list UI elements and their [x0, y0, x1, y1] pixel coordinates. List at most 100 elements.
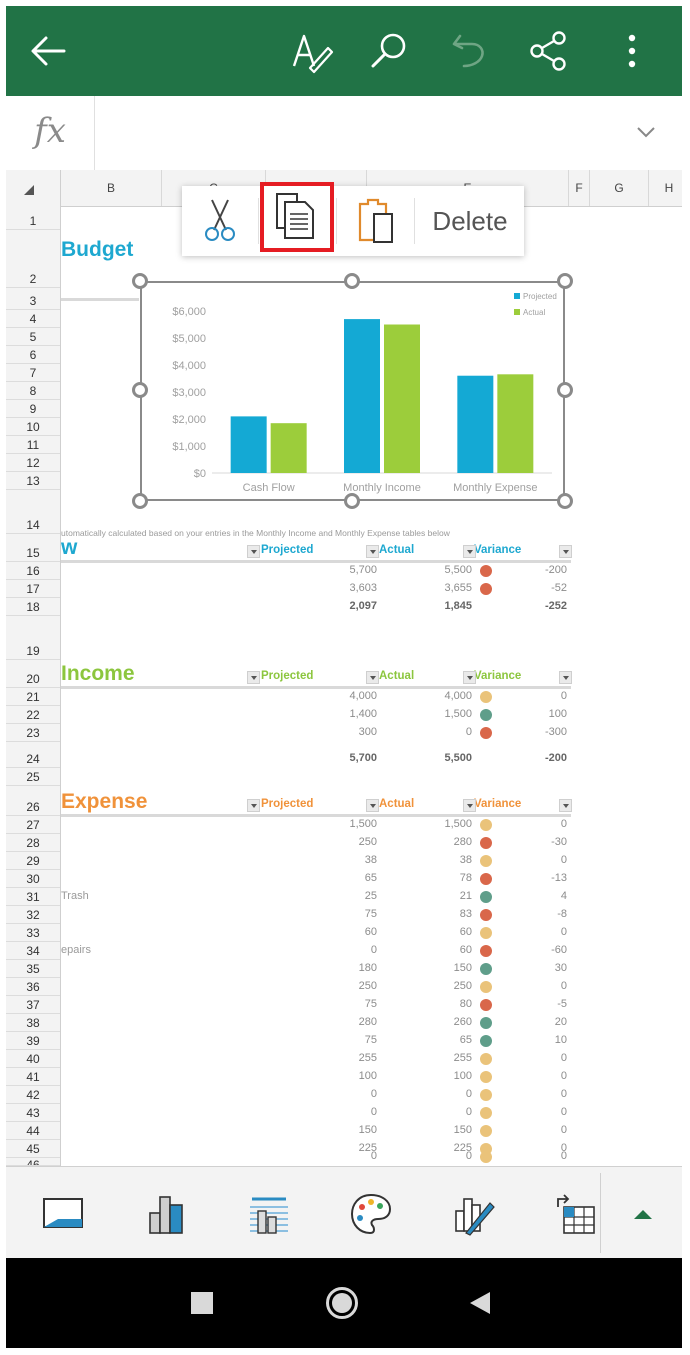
expense-variance-cell[interactable]: 10: [554, 1034, 567, 1046]
expand-up-icon[interactable]: [620, 1191, 666, 1237]
row-header-16[interactable]: 16: [6, 562, 60, 580]
resize-handle-top-left[interactable]: [132, 273, 148, 289]
expense-variance-cell[interactable]: -13: [551, 872, 567, 884]
row-header-26[interactable]: 26: [6, 786, 60, 816]
expense-projected-cell[interactable]: 0: [370, 944, 377, 956]
expense-actual-cell[interactable]: 60: [459, 926, 472, 938]
row-header-45[interactable]: 45: [6, 1140, 60, 1158]
column-h[interactable]: H: [649, 170, 682, 206]
paste-button[interactable]: [338, 186, 414, 256]
chart-elements-icon[interactable]: [246, 1191, 292, 1237]
income-variance-cell[interactable]: 100: [548, 708, 567, 720]
expense-projected-cell[interactable]: 60: [364, 926, 377, 938]
sheet-note[interactable]: utomatically calculated based on your en…: [61, 528, 450, 538]
row-header-8[interactable]: 8: [6, 382, 60, 400]
cashflow-col-projected[interactable]: Projected: [261, 544, 314, 556]
expense-actual-cell[interactable]: 38: [459, 854, 472, 866]
expense-actual-cell[interactable]: 1,500: [444, 818, 472, 830]
expense-actual-cell[interactable]: 260: [453, 1016, 472, 1028]
expense-variance-cell[interactable]: 20: [554, 1016, 567, 1028]
column-f[interactable]: F: [569, 170, 590, 206]
row-header-14[interactable]: 14: [6, 490, 60, 534]
expense-projected-cell[interactable]: 75: [364, 1034, 377, 1046]
expense-variance-cell[interactable]: 0: [560, 1150, 567, 1162]
chevron-down-icon[interactable]: [632, 118, 660, 146]
expense-actual-cell[interactable]: 60: [459, 944, 472, 956]
cashflow-variance-cell[interactable]: -52: [551, 582, 567, 594]
cashflow-col-actual[interactable]: Actual: [379, 544, 415, 556]
expense-projected-cell[interactable]: 75: [364, 998, 377, 1010]
income-actual-cell[interactable]: 1,500: [444, 708, 472, 720]
row-header-32[interactable]: 32: [6, 906, 60, 924]
delete-button[interactable]: Delete: [432, 206, 508, 236]
row-header-12[interactable]: 12: [6, 454, 60, 472]
expense-projected-cell[interactable]: 25: [364, 890, 377, 902]
expense-actual-cell[interactable]: 65: [459, 1034, 472, 1046]
draw-pen-icon[interactable]: [288, 28, 334, 74]
expense-projected-cell[interactable]: 255: [358, 1052, 377, 1064]
expense-projected-cell[interactable]: 150: [358, 1124, 377, 1136]
income-variance-cell[interactable]: -300: [544, 726, 567, 738]
cashflow-projected-cell[interactable]: 3,603: [349, 582, 377, 594]
expense-title[interactable]: Expense: [61, 790, 148, 813]
expense-projected-cell[interactable]: 280: [358, 1016, 377, 1028]
expense-projected-cell[interactable]: 75: [364, 908, 377, 920]
cashflow-actual-cell[interactable]: 5,500: [444, 564, 472, 576]
row-header-7[interactable]: 7: [6, 364, 60, 382]
expense-variance-cell[interactable]: 0: [560, 818, 567, 830]
row-header-4[interactable]: 4: [6, 310, 60, 328]
cashflow-filter-0[interactable]: [247, 545, 260, 558]
column-g[interactable]: G: [590, 170, 649, 206]
row-header-35[interactable]: 35: [6, 960, 60, 978]
expense-actual-cell[interactable]: 0: [465, 1106, 472, 1118]
chart-layout-icon[interactable]: [40, 1191, 86, 1237]
expense-variance-cell[interactable]: -60: [551, 944, 567, 956]
expense-variance-cell[interactable]: 30: [554, 962, 567, 974]
expense-projected-cell[interactable]: 65: [364, 872, 377, 884]
expense-filter-1[interactable]: [366, 799, 379, 812]
row-header-9[interactable]: 9: [6, 400, 60, 418]
expense-row-label[interactable]: Trash: [61, 890, 89, 902]
expense-variance-cell[interactable]: 0: [560, 854, 567, 866]
expense-actual-cell[interactable]: 0: [465, 1150, 472, 1162]
recents-icon[interactable]: [190, 1291, 214, 1315]
row-header-2[interactable]: 2: [6, 230, 60, 288]
cashflow-col-variance[interactable]: Variance: [474, 544, 522, 556]
resize-handle-left[interactable]: [132, 382, 148, 398]
cashflow-variance-cell[interactable]: -200: [544, 564, 567, 576]
row-header-1[interactable]: 1: [6, 206, 60, 230]
back-arrow-icon[interactable]: [26, 28, 72, 74]
row-header-42[interactable]: 42: [6, 1086, 60, 1104]
expense-actual-cell[interactable]: 150: [453, 962, 472, 974]
income-col-projected[interactable]: Projected: [261, 670, 314, 682]
chart[interactable]: $0 $1,000 $2,000 $3,000 $4,000 $5,000 $6,000 Ca…: [140, 281, 565, 501]
expense-projected-cell[interactable]: 0: [370, 1088, 377, 1100]
row-header-3[interactable]: 3: [6, 288, 60, 310]
income-col-variance[interactable]: Variance: [474, 670, 522, 682]
expense-variance-cell[interactable]: 0: [560, 980, 567, 992]
row-header-24[interactable]: 24: [6, 742, 60, 768]
expense-projected-cell[interactable]: 250: [358, 836, 377, 848]
row-header-28[interactable]: 28: [6, 834, 60, 852]
expense-col-actual[interactable]: Actual: [379, 798, 415, 810]
search-icon[interactable]: [366, 28, 412, 74]
row-header-44[interactable]: 44: [6, 1122, 60, 1140]
expense-projected-cell[interactable]: 250: [358, 980, 377, 992]
income-projected-cell[interactable]: 1,400: [349, 708, 377, 720]
income-actual-cell[interactable]: 5,500: [444, 752, 472, 764]
resize-handle-top[interactable]: [344, 273, 360, 289]
expense-filter-0[interactable]: [247, 799, 260, 812]
income-col-actual[interactable]: Actual: [379, 670, 415, 682]
row-header-15[interactable]: 15: [6, 534, 60, 562]
expense-variance-cell[interactable]: -5: [557, 998, 567, 1010]
row-header-40[interactable]: 40: [6, 1050, 60, 1068]
resize-handle-right[interactable]: [557, 382, 573, 398]
row-header-37[interactable]: 37: [6, 996, 60, 1014]
expense-actual-cell[interactable]: 78: [459, 872, 472, 884]
expense-actual-cell[interactable]: 80: [459, 998, 472, 1010]
cashflow-filter-3[interactable]: [559, 545, 572, 558]
row-header-34[interactable]: 34: [6, 942, 60, 960]
more-icon[interactable]: [609, 28, 655, 74]
row-header-25[interactable]: 25: [6, 768, 60, 786]
resize-handle-bottom-left[interactable]: [132, 493, 148, 509]
